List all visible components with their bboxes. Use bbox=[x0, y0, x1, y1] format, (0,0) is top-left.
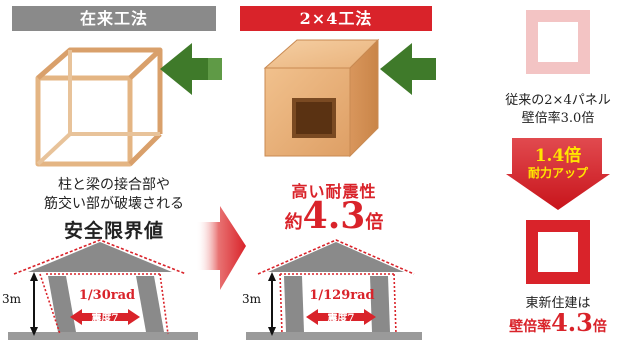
conventional-house-deformation bbox=[8, 239, 198, 340]
conventional-method-header: 在来工法 bbox=[12, 6, 216, 31]
green-force-arrow-left bbox=[160, 43, 222, 95]
conventional-description: 柱と梁の接合部や 筋交い部が破壊される bbox=[10, 176, 218, 214]
left-quake-label: 震度7 bbox=[91, 313, 119, 324]
panel-after-ratio: 壁倍率4.3倍 bbox=[478, 308, 630, 337]
panel-before-line1: 従来の2×4パネル bbox=[505, 93, 611, 108]
panel-before-caption: 従来の2×4パネル 壁倍率3.0倍 bbox=[478, 92, 630, 128]
left-drift-label: 1/30rad bbox=[78, 288, 136, 303]
after-suffix: 倍 bbox=[592, 319, 607, 335]
panel-before-frame bbox=[526, 10, 590, 74]
wooden-box-illustration bbox=[263, 38, 380, 158]
panel-after-line1: 東新住建は bbox=[525, 296, 591, 311]
ground-base-middle bbox=[246, 332, 422, 340]
upgrade-down-arrow bbox=[506, 138, 610, 210]
timber-frame-illustration bbox=[35, 47, 163, 167]
seismic-ratio: 約4.3倍 bbox=[246, 196, 422, 236]
after-value: 4.3 bbox=[551, 308, 593, 337]
upgrade-label: 耐力アップ bbox=[527, 166, 588, 180]
conventional-desc-line1: 柱と梁の接合部や bbox=[58, 177, 170, 193]
panel-before-line2: 壁倍率3.0倍 bbox=[521, 111, 595, 126]
two-by-four-house-deformation bbox=[246, 239, 422, 340]
left-height-label: 3m bbox=[2, 292, 22, 306]
ground-base-left bbox=[8, 332, 198, 340]
upgrade-value: 1.4倍 bbox=[534, 146, 582, 166]
comparison-arrow-right bbox=[196, 206, 246, 290]
green-force-arrow-middle bbox=[380, 43, 436, 95]
safety-limit-label: 安全限界値 bbox=[63, 220, 164, 242]
after-prefix: 壁倍率 bbox=[509, 319, 552, 335]
seismic-claim: 高い耐震性 bbox=[291, 182, 377, 201]
ratio-prefix: 約 bbox=[284, 212, 303, 233]
panel-after-frame bbox=[526, 220, 590, 284]
middle-height-label: 3m bbox=[242, 292, 262, 306]
ratio-value: 4.3 bbox=[302, 195, 366, 237]
middle-quake-label: 震度7 bbox=[327, 313, 355, 324]
two-by-four-method-header: 2×4工法 bbox=[240, 6, 432, 31]
ratio-suffix: 倍 bbox=[365, 212, 384, 233]
conventional-desc-line2: 筋交い部が破壊される bbox=[44, 196, 184, 212]
middle-drift-label: 1/129rad bbox=[309, 288, 375, 303]
upgrade-callout: 1.4倍 耐力アップ bbox=[506, 146, 610, 181]
